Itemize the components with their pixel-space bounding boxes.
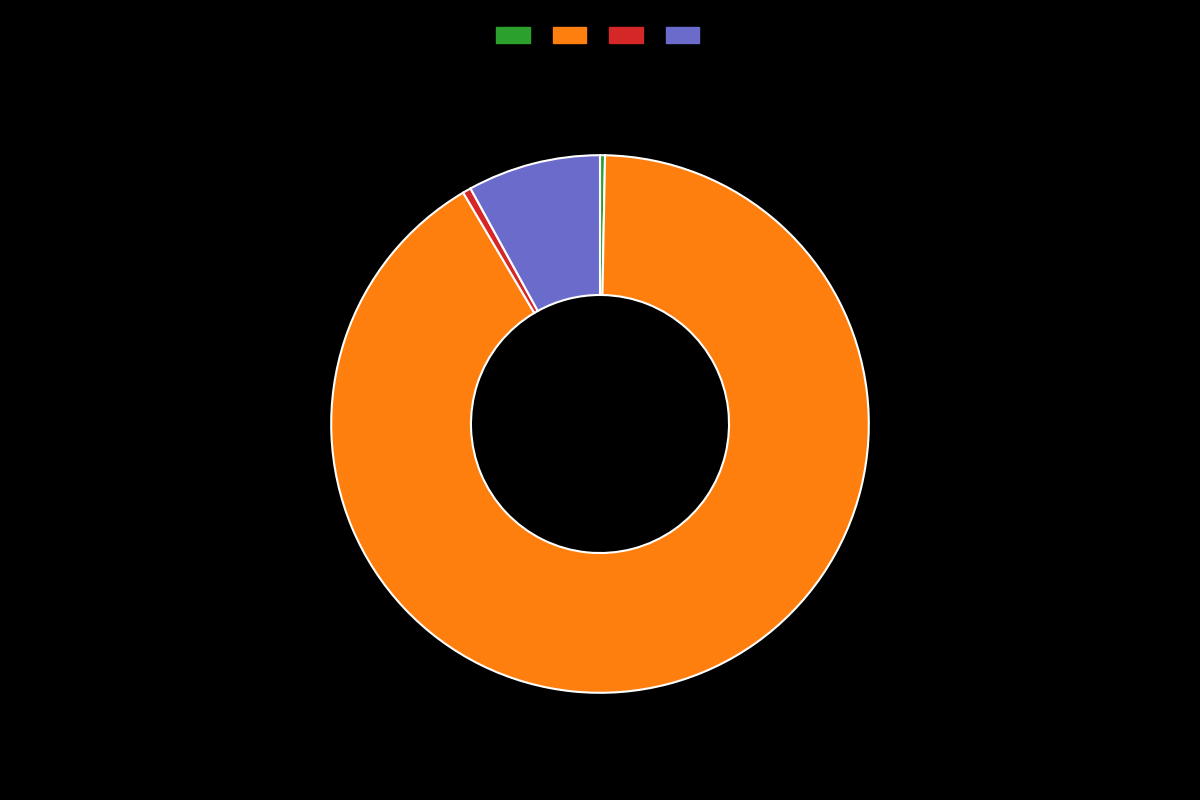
Wedge shape [463,189,538,313]
Legend: , , , : , , , [488,20,712,51]
Wedge shape [600,155,605,295]
Wedge shape [331,155,869,693]
Wedge shape [470,155,600,311]
